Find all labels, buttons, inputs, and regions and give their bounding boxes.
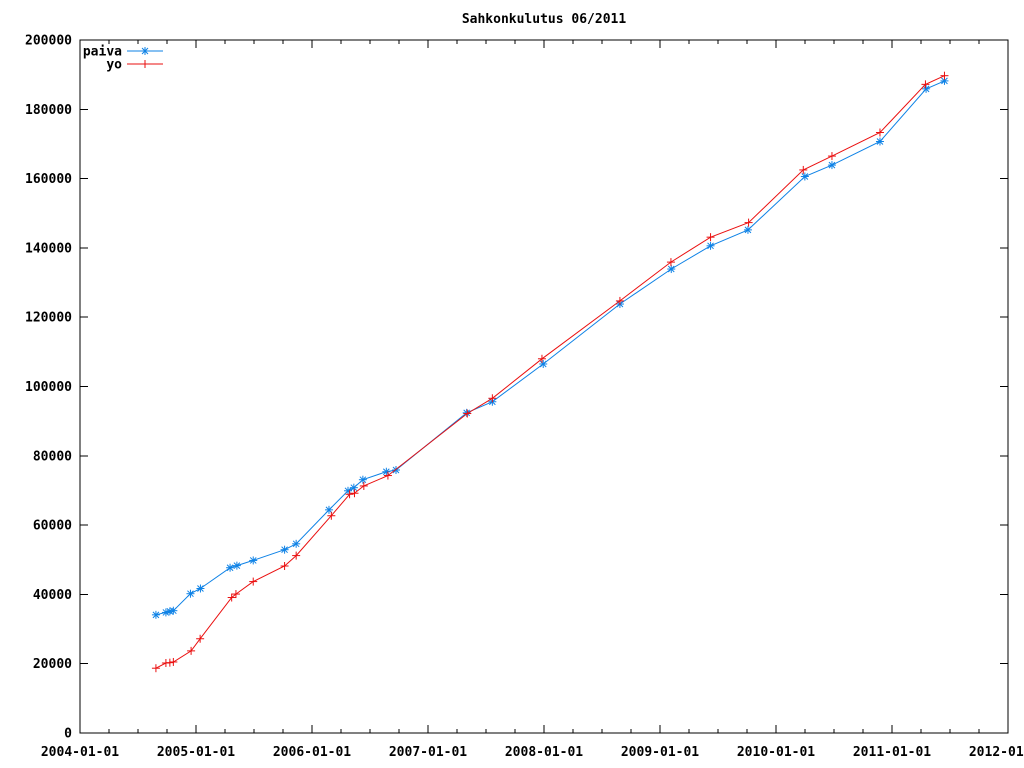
asterisk-marker xyxy=(827,161,836,170)
plus-marker xyxy=(151,664,160,673)
asterisk-marker xyxy=(141,47,149,55)
plus-marker xyxy=(666,258,675,267)
asterisk-marker xyxy=(169,606,178,615)
plus-marker xyxy=(345,490,354,499)
asterisk-marker xyxy=(667,265,676,274)
x-tick-label: 2008-01-01 xyxy=(505,745,583,760)
plus-marker xyxy=(488,394,497,403)
plus-marker xyxy=(827,152,836,161)
plus-marker xyxy=(292,551,301,560)
chart-title: Sahkonkulutus 06/2011 xyxy=(462,12,627,27)
asterisk-marker xyxy=(232,561,241,570)
plus-marker xyxy=(165,658,174,667)
legend-item-yo: yo xyxy=(106,58,163,73)
plus-marker xyxy=(231,590,240,599)
asterisk-marker xyxy=(922,84,931,93)
plus-marker xyxy=(940,71,949,80)
y-tick-label: 20000 xyxy=(33,657,72,672)
asterisk-marker xyxy=(280,545,289,554)
plus-marker xyxy=(141,60,149,68)
plot-border xyxy=(79,39,1009,734)
plus-marker xyxy=(383,471,392,480)
y-tick-label: 0 xyxy=(64,727,72,742)
legend-item-paiva: paiva xyxy=(83,45,163,60)
asterisk-marker xyxy=(151,610,160,619)
series-yo xyxy=(151,71,949,673)
y-tick-label: 120000 xyxy=(25,311,72,326)
plus-marker xyxy=(169,657,178,666)
plus-marker xyxy=(875,128,884,137)
plus-marker xyxy=(280,561,289,570)
axes: 0 20000 40000 60000 80000 100000 120000 140000 1… xyxy=(25,34,1024,761)
x-tick-label: 2011-01-01 xyxy=(853,745,931,760)
plus-marker xyxy=(227,593,236,602)
y-tick-label: 80000 xyxy=(33,449,72,464)
plus-marker xyxy=(537,354,546,363)
plus-marker xyxy=(350,489,359,498)
asterisk-marker xyxy=(706,241,715,250)
x-tick-label: 2009-01-01 xyxy=(621,745,699,760)
series-lines xyxy=(151,71,949,673)
plus-marker xyxy=(187,646,196,655)
asterisk-marker xyxy=(358,475,367,484)
plus-marker xyxy=(463,409,472,418)
asterisk-marker xyxy=(343,486,352,495)
asterisk-marker xyxy=(800,172,809,181)
y-tick-label: 100000 xyxy=(25,380,72,395)
series-line-yo xyxy=(155,75,945,669)
y-tick-label: 60000 xyxy=(33,519,72,534)
legend-label-paiva: paiva xyxy=(83,45,122,60)
x-tick-label: 2006-01-01 xyxy=(273,745,351,760)
x-tick-label: 2010-01-01 xyxy=(737,745,815,760)
series-line-paiva xyxy=(155,80,945,616)
x-tick-label: 2005-01-01 xyxy=(157,745,235,760)
legend-label-yo: yo xyxy=(106,58,122,73)
y-tick-label: 200000 xyxy=(25,34,72,49)
plus-marker xyxy=(615,296,624,305)
asterisk-marker xyxy=(743,225,752,234)
asterisk-marker xyxy=(349,483,358,492)
plus-marker xyxy=(359,481,368,490)
plus-marker xyxy=(196,634,205,643)
x-tick-label: 2004-01-01 xyxy=(41,745,119,760)
y-tick-label: 40000 xyxy=(33,588,72,603)
y-tick-label: 180000 xyxy=(25,103,72,118)
x-tick-label: 2012-01-01 xyxy=(969,745,1024,760)
asterisk-marker xyxy=(249,556,258,565)
plus-marker xyxy=(799,165,808,174)
asterisk-marker xyxy=(875,137,884,146)
y-tick-label: 140000 xyxy=(25,241,72,256)
plus-marker xyxy=(921,80,930,89)
y-tick-label: 160000 xyxy=(25,172,72,187)
asterisk-marker xyxy=(539,359,548,368)
series-paiva xyxy=(151,76,949,619)
x-tick-label: 2007-01-01 xyxy=(389,745,467,760)
asterisk-marker xyxy=(226,563,235,572)
plus-marker xyxy=(706,233,715,242)
plus-marker xyxy=(249,577,258,586)
plus-marker xyxy=(744,218,753,227)
asterisk-marker xyxy=(186,589,195,598)
asterisk-marker xyxy=(292,539,301,548)
asterisk-marker xyxy=(462,408,471,417)
plus-marker xyxy=(327,511,336,520)
asterisk-marker xyxy=(196,584,205,593)
